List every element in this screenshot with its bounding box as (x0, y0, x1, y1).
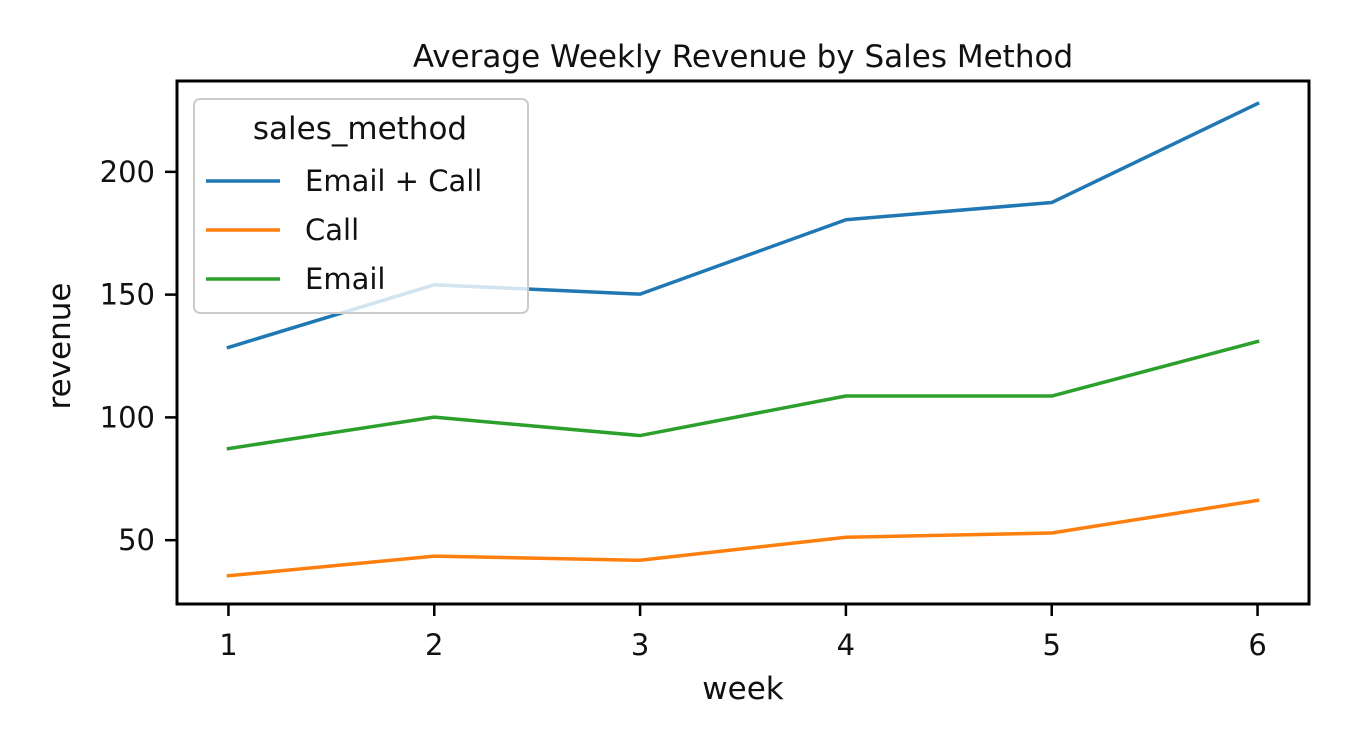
y-axis: 50 100 150 200 (100, 155, 177, 557)
x-tick-label: 2 (425, 628, 443, 662)
x-axis-label: week (702, 671, 783, 707)
legend-title: sales_method (253, 111, 467, 147)
x-tick-label: 5 (1043, 628, 1061, 662)
x-tick-label: 1 (219, 628, 237, 662)
x-axis: 1 2 3 4 5 6 (219, 604, 1267, 662)
x-tick-label: 4 (837, 628, 855, 662)
y-tick-label: 100 (100, 400, 155, 434)
legend-items: Email + Call Call Email (206, 164, 482, 296)
plot-frame (175, 79, 1311, 606)
series-line-email (226, 339, 1260, 451)
y-tick-label: 50 (118, 523, 155, 557)
legend-box (193, 98, 529, 314)
chart-title: Average Weekly Revenue by Sales Method (413, 39, 1073, 75)
y-axis-label: revenue (42, 283, 78, 410)
legend-label: Call (305, 213, 359, 247)
legend: sales_method Email + Call Call Email (193, 98, 529, 314)
x-tick-label: 3 (631, 628, 649, 662)
y-tick-label: 150 (100, 278, 155, 312)
legend-label: Email + Call (305, 164, 482, 198)
legend-label: Email (305, 262, 385, 296)
x-tick-label: 6 (1248, 628, 1266, 662)
y-tick-label: 200 (100, 155, 155, 189)
series-line-call (226, 498, 1260, 578)
